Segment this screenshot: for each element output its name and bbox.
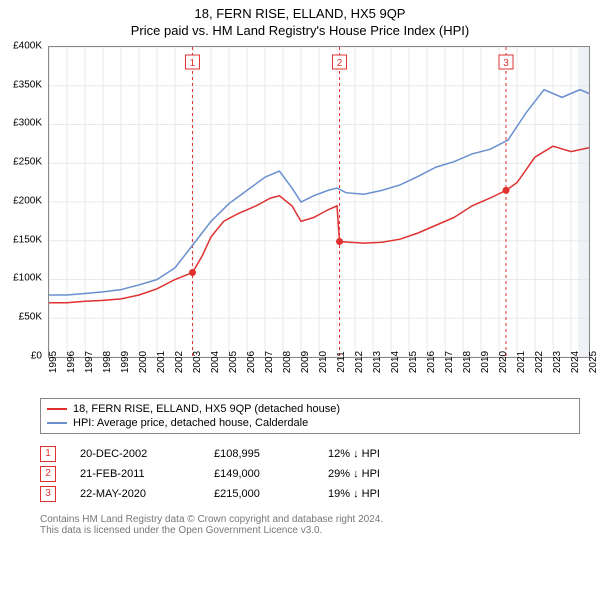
x-tick-label: 1997 <box>84 351 95 373</box>
x-tick-label: 2000 <box>138 351 149 373</box>
x-tick-label: 2005 <box>228 351 239 373</box>
title-line-1: 18, FERN RISE, ELLAND, HX5 9QP <box>0 6 600 23</box>
x-tick-label: 1998 <box>102 351 113 373</box>
x-tick-label: 2015 <box>408 351 419 373</box>
y-tick-label: £0 <box>31 350 42 361</box>
x-tick-label: 2008 <box>282 351 293 373</box>
footer-line-1: Contains HM Land Registry data © Crown c… <box>40 514 580 525</box>
sale-date: 21-FEB-2011 <box>80 468 190 480</box>
y-tick-label: £50K <box>19 312 42 323</box>
plot-area: 1 2 3 <box>48 46 590 358</box>
x-tick-label: 2007 <box>264 351 275 373</box>
x-tick-label: 2025 <box>588 351 599 373</box>
y-tick-label: £150K <box>13 234 42 245</box>
x-tick-label: 2021 <box>516 351 527 373</box>
x-tick-label: 2009 <box>300 351 311 373</box>
x-tick-label: 2001 <box>156 351 167 373</box>
x-tick-label: 2014 <box>390 351 401 373</box>
sales-table: 1 20-DEC-2002 £108,995 12% ↓ HPI 2 21-FEB-201… <box>40 444 580 504</box>
plot-svg: 1 2 3 <box>49 47 589 357</box>
sale-marker-box: 3 <box>40 486 56 502</box>
title-line-2: Price paid vs. HM Land Registry's House … <box>0 23 600 40</box>
x-tick-label: 2003 <box>192 351 203 373</box>
y-tick-label: £100K <box>13 273 42 284</box>
sale-row: 2 21-FEB-2011 £149,000 29% ↓ HPI <box>40 464 580 484</box>
sale-diff: 12% ↓ HPI <box>328 448 418 460</box>
chart-container: 18, FERN RISE, ELLAND, HX5 9QP Price pai… <box>0 0 600 590</box>
svg-text:1: 1 <box>190 58 196 69</box>
sale-marker-box: 2 <box>40 466 56 482</box>
x-tick-label: 2002 <box>174 351 185 373</box>
x-tick-label: 2022 <box>534 351 545 373</box>
legend-row: 18, FERN RISE, ELLAND, HX5 9QP (detached… <box>47 402 573 416</box>
sale-marker-box: 1 <box>40 446 56 462</box>
sale-date: 20-DEC-2002 <box>80 448 190 460</box>
sale-price: £215,000 <box>214 488 304 500</box>
legend-swatch <box>47 422 67 424</box>
sale-diff: 29% ↓ HPI <box>328 468 418 480</box>
x-tick-label: 2024 <box>570 351 581 373</box>
x-tick-label: 2016 <box>426 351 437 373</box>
x-tick-label: 2019 <box>480 351 491 373</box>
x-tick-label: 2006 <box>246 351 257 373</box>
legend-row: HPI: Average price, detached house, Cald… <box>47 416 573 430</box>
y-tick-label: £300K <box>13 118 42 129</box>
footer-note: Contains HM Land Registry data © Crown c… <box>40 514 580 536</box>
x-tick-label: 1996 <box>66 351 77 373</box>
legend: 18, FERN RISE, ELLAND, HX5 9QP (detached… <box>40 398 580 434</box>
x-tick-label: 2013 <box>372 351 383 373</box>
legend-label: HPI: Average price, detached house, Cald… <box>73 417 308 429</box>
y-tick-label: £400K <box>13 40 42 51</box>
sale-row: 1 20-DEC-2002 £108,995 12% ↓ HPI <box>40 444 580 464</box>
x-tick-label: 2012 <box>354 351 365 373</box>
x-axis: 1995199619971998199920002001200220032004… <box>48 358 590 392</box>
x-tick-label: 2017 <box>444 351 455 373</box>
svg-text:3: 3 <box>503 58 509 69</box>
svg-text:2: 2 <box>337 58 343 69</box>
x-tick-label: 1995 <box>48 351 59 373</box>
x-tick-label: 2010 <box>318 351 329 373</box>
x-tick-label: 2020 <box>498 351 509 373</box>
y-tick-label: £250K <box>13 157 42 168</box>
x-tick-label: 1999 <box>120 351 131 373</box>
x-tick-label: 2018 <box>462 351 473 373</box>
footer-line-2: This data is licensed under the Open Gov… <box>40 525 580 536</box>
chart-title: 18, FERN RISE, ELLAND, HX5 9QP Price pai… <box>0 0 600 40</box>
sale-price: £149,000 <box>214 468 304 480</box>
y-tick-label: £350K <box>13 79 42 90</box>
x-tick-label: 2023 <box>552 351 563 373</box>
x-tick-label: 2004 <box>210 351 221 373</box>
sale-row: 3 22-MAY-2020 £215,000 19% ↓ HPI <box>40 484 580 504</box>
x-tick-label: 2011 <box>336 351 347 373</box>
sale-diff: 19% ↓ HPI <box>328 488 418 500</box>
y-axis: £0£50K£100K£150K£200K£250K£300K£350K£400… <box>0 46 44 356</box>
chart-wrap: £0£50K£100K£150K£200K£250K£300K£350K£400… <box>48 46 590 358</box>
legend-label: 18, FERN RISE, ELLAND, HX5 9QP (detached… <box>73 403 340 415</box>
sale-price: £108,995 <box>214 448 304 460</box>
sale-date: 22-MAY-2020 <box>80 488 190 500</box>
y-tick-label: £200K <box>13 195 42 206</box>
legend-swatch <box>47 408 67 410</box>
